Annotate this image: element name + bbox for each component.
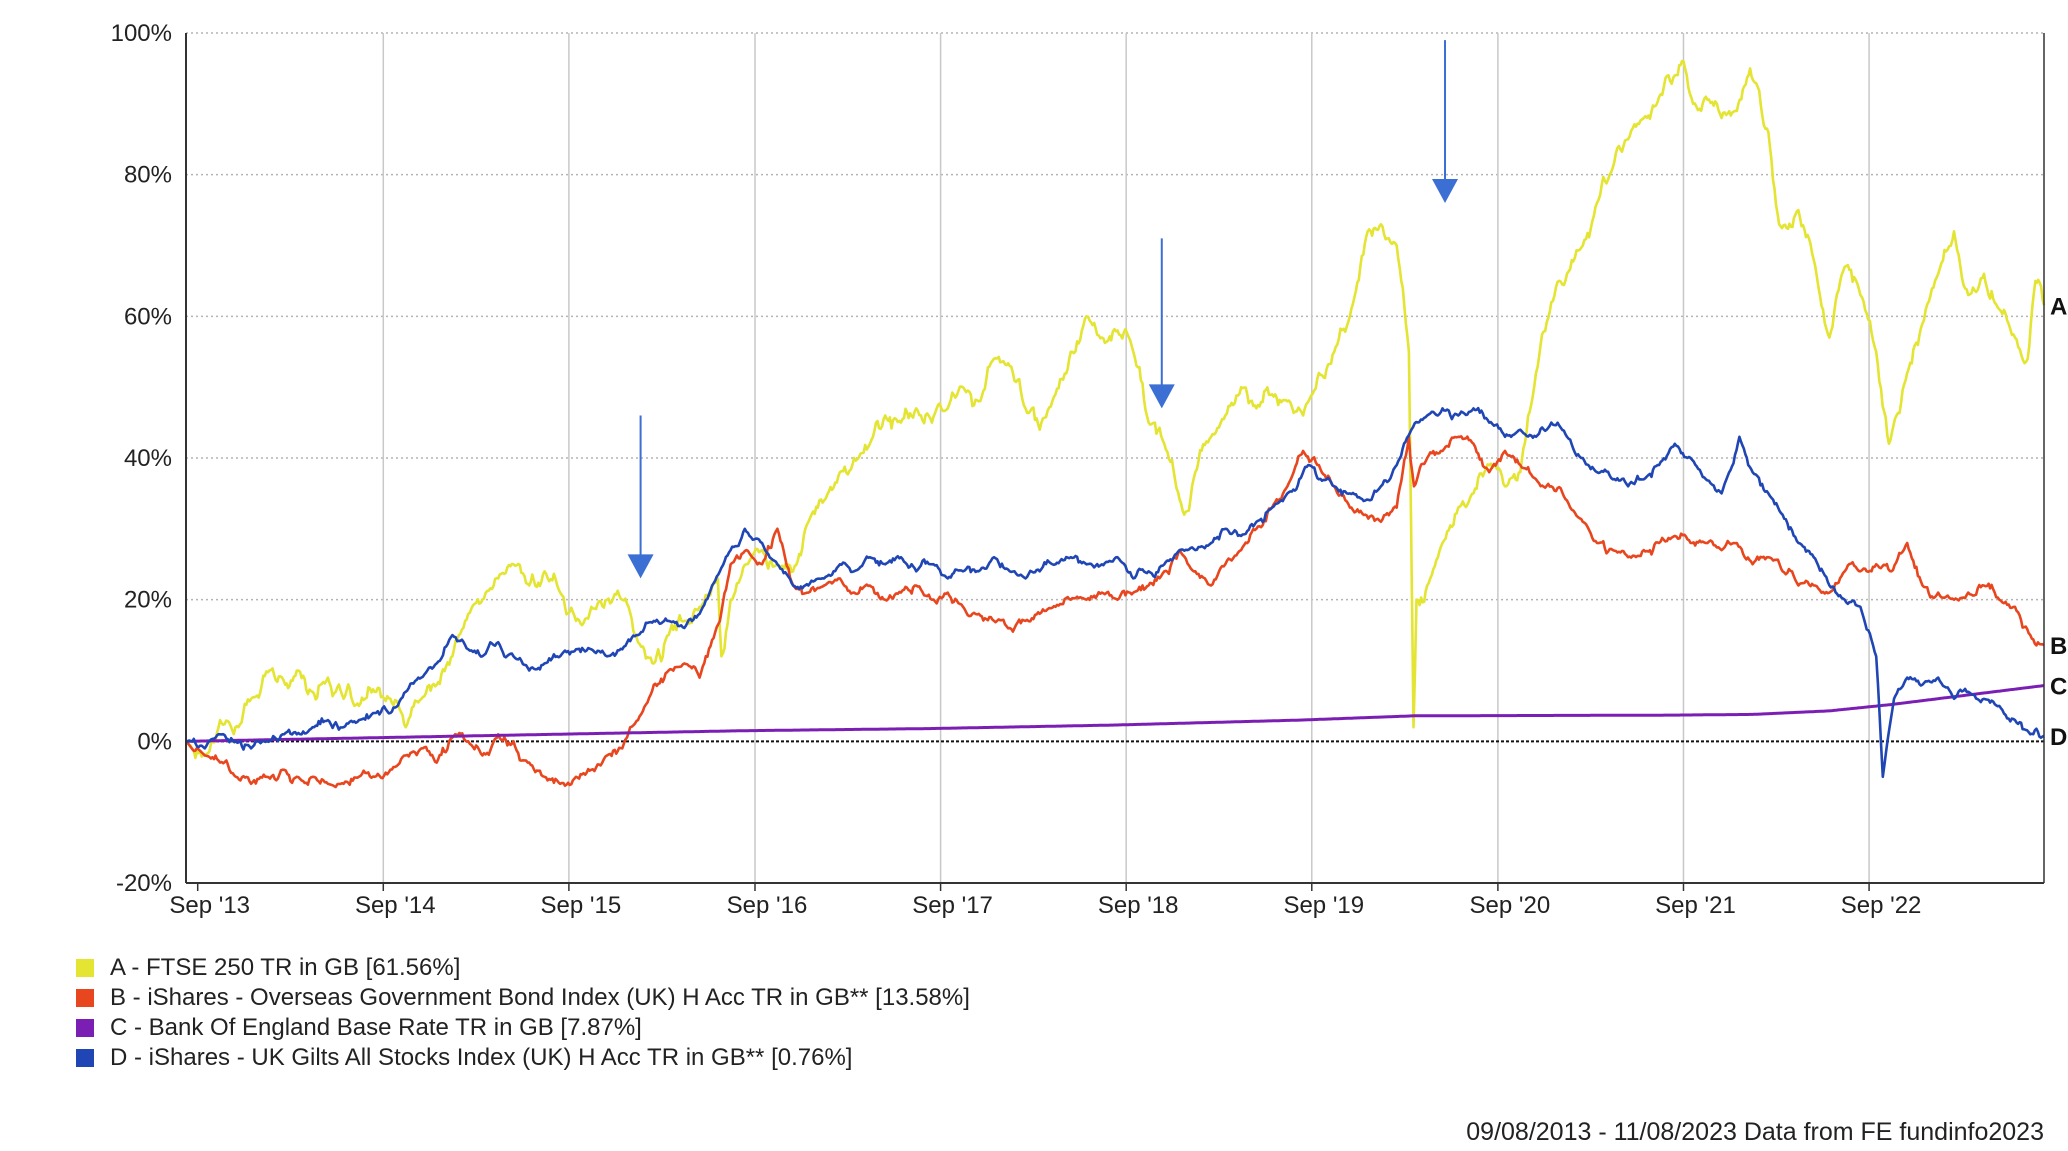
y-tick-label: 100% bbox=[111, 20, 172, 47]
x-tick-label: Sep '22 bbox=[1841, 892, 1922, 919]
legend-label-b: B - iShares - Overseas Government Bond I… bbox=[110, 984, 970, 1011]
x-tick-label: Sep '14 bbox=[355, 892, 436, 919]
series-line-c bbox=[186, 684, 2045, 743]
x-tick-label: Sep '15 bbox=[541, 892, 622, 919]
legend-swatch-a bbox=[76, 959, 94, 977]
legend-label-a: A - FTSE 250 TR in GB [61.56%] bbox=[110, 954, 461, 981]
series-end-label-a: A bbox=[2050, 293, 2067, 320]
series-end-labels: A BCD bbox=[2050, 293, 2067, 751]
legend-label-c: C - Bank Of England Base Rate TR in GB [… bbox=[110, 1014, 642, 1041]
series-end-label-d: D bbox=[2050, 724, 2067, 751]
legend-swatch-b bbox=[76, 989, 94, 1007]
series-line-d bbox=[185, 406, 2045, 779]
annotation-arrow-head bbox=[627, 554, 654, 579]
x-tick-label: Sep '19 bbox=[1283, 892, 1364, 919]
annotation-arrow-head bbox=[1432, 179, 1459, 203]
y-axis-ticks: 100% 80% 60% 40% 20% 0% -20% bbox=[111, 20, 172, 897]
legend-item-a: A - FTSE 250 TR in GB [61.56%] bbox=[76, 953, 970, 983]
y-tick-label: 40% bbox=[124, 445, 172, 472]
series-end-label-b: B bbox=[2050, 633, 2067, 660]
y-tick-label: 20% bbox=[124, 587, 172, 614]
legend: A - FTSE 250 TR in GB [61.56%] B - iShar… bbox=[76, 953, 970, 1073]
y-tick-label: 60% bbox=[124, 303, 172, 330]
x-tick-label: Sep '20 bbox=[1470, 892, 1551, 919]
series-line-b bbox=[185, 435, 2045, 789]
legend-swatch-d bbox=[76, 1049, 94, 1067]
legend-item-d: D - iShares - UK Gilts All Stocks Index … bbox=[76, 1043, 970, 1073]
annotation-arrow-head bbox=[1148, 384, 1175, 409]
y-tick-label: 80% bbox=[124, 162, 172, 189]
x-tick-label: Sep '16 bbox=[727, 892, 808, 919]
legend-item-c: C - Bank Of England Base Rate TR in GB [… bbox=[76, 1013, 970, 1043]
annotation-arrows bbox=[627, 40, 1459, 579]
x-tick-label: Sep '13 bbox=[169, 892, 250, 919]
legend-item-b: B - iShares - Overseas Government Bond I… bbox=[76, 983, 970, 1013]
series-lines bbox=[184, 59, 2046, 789]
y-tick-label: -20% bbox=[116, 870, 172, 897]
x-axis-ticks: Sep '13 Sep '14 Sep '15 Sep '16 Sep '17 Sep '… bbox=[169, 883, 1921, 919]
plot-frame bbox=[185, 33, 2045, 884]
series-end-label-c: C bbox=[2050, 674, 2067, 701]
series-line-a bbox=[184, 59, 2046, 760]
legend-label-d: D - iShares - UK Gilts All Stocks Index … bbox=[110, 1044, 853, 1071]
chart-footer: 09/08/2013 - 11/08/2023 Data from FE fun… bbox=[1466, 1118, 2044, 1146]
x-tick-label: Sep '21 bbox=[1655, 892, 1736, 919]
legend-swatch-c bbox=[76, 1019, 94, 1037]
y-tick-label: 0% bbox=[137, 728, 172, 755]
x-tick-label: Sep '18 bbox=[1098, 892, 1179, 919]
x-tick-label: Sep '17 bbox=[912, 892, 993, 919]
